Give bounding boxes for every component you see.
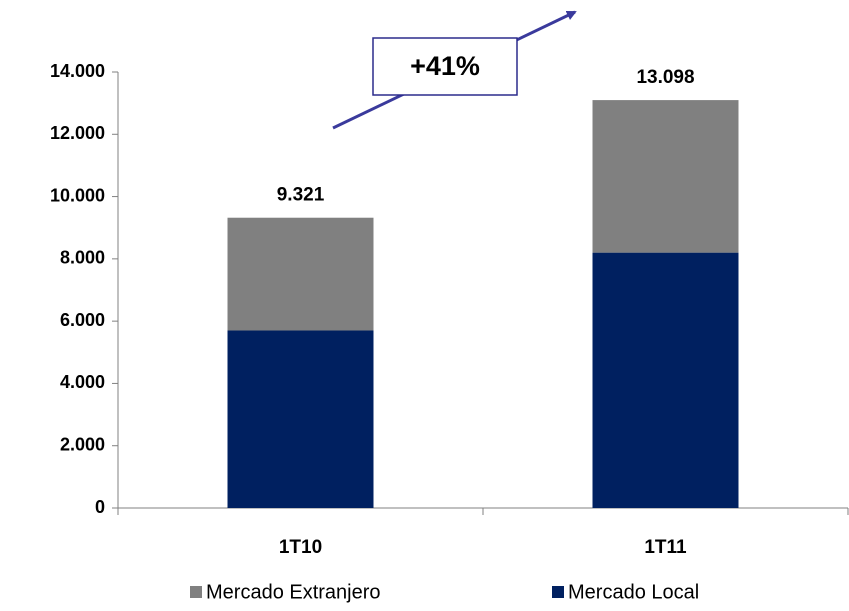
y-tick-label: 6.000 <box>60 310 105 330</box>
legend-swatch <box>552 586 564 598</box>
annotation: +41% <box>410 51 480 81</box>
bar-segment <box>592 100 739 253</box>
y-tick-label: 0 <box>95 497 105 517</box>
annotation-box <box>372 37 518 96</box>
legend-label: Mercado Local <box>568 581 699 603</box>
y-tick-label: 10.000 <box>50 185 105 205</box>
y-tick-label: 12.000 <box>50 123 105 143</box>
legend-label: Mercado Extranjero <box>206 581 381 603</box>
total-label: 13.098 <box>636 67 694 88</box>
bar-segment <box>227 217 374 331</box>
y-tick-label: 4.000 <box>60 372 105 392</box>
total-label: 9.321 <box>277 185 325 206</box>
y-tick-label: 14.000 <box>50 61 105 81</box>
y-tick-label: 2.000 <box>60 434 105 454</box>
legend-swatch <box>190 586 202 598</box>
bar-segment <box>227 330 374 508</box>
y-tick-label: 8.000 <box>60 248 105 268</box>
x-tick-label: 1T11 <box>644 537 687 558</box>
x-tick-label: 1T10 <box>279 537 322 558</box>
bar-segment <box>592 252 739 508</box>
